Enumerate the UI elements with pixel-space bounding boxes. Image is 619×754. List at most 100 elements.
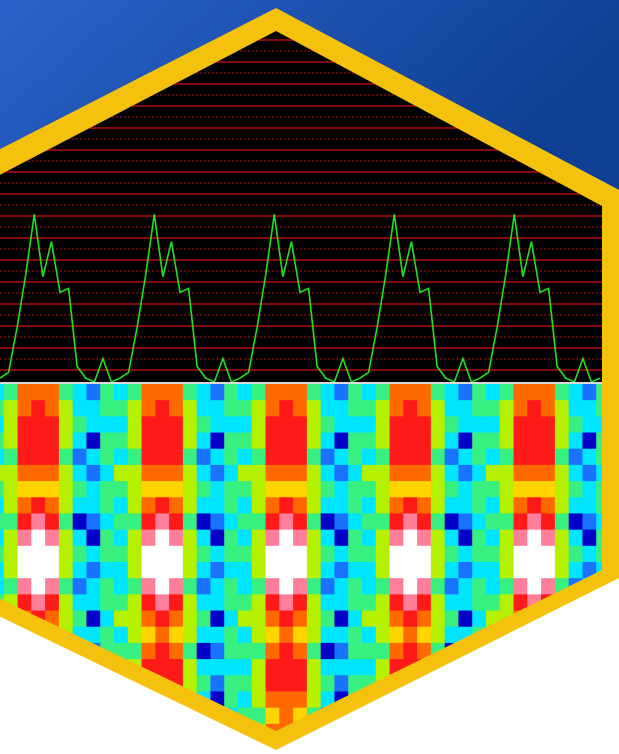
heatmap-cell [58,497,74,515]
heatmap-cell [251,448,267,466]
heatmap-cell [72,659,88,676]
heatmap-cell [472,707,487,725]
heatmap-cell [306,642,322,660]
background-panel [0,0,619,190]
heatmap-cell [389,642,404,660]
heatmap-cell [210,659,225,676]
heatmap-cell [238,513,253,531]
heatmap-cell [265,448,280,466]
heatmap-cell [127,626,143,644]
heatmap-cell [265,707,280,725]
heatmap-cell [17,675,32,693]
heatmap-cell [527,416,542,434]
heatmap-cell [582,448,597,466]
heatmap-cell [486,448,501,466]
heatmap-cell [17,448,32,466]
heatmap-cell [114,578,129,595]
heatmap-cell [334,610,349,628]
heatmap-cell [224,432,239,450]
heatmap-cell [86,448,101,466]
heatmap-cell [58,562,74,579]
heatmap-cell [596,659,602,676]
heatmap-cell [141,416,156,434]
heatmap-cell [527,707,542,725]
heatmap-cell [141,723,156,731]
heatmap-cell [86,497,101,515]
heatmap-cell [444,675,460,693]
heatmap-cell [513,659,528,676]
heatmap-cell [430,675,446,693]
heatmap-cell [182,529,198,547]
heatmap-cell [403,562,418,579]
heatmap-cell [554,691,570,709]
heatmap-cell [31,691,46,709]
heatmap-cell [279,626,294,644]
heatmap-cell [527,626,542,644]
heatmap-cell [513,416,528,434]
heatmap-cell [348,513,363,531]
heatmap-cell [596,562,602,579]
heatmap-cell [127,723,143,731]
heatmap-cell [486,416,501,434]
heatmap-cell [472,513,487,531]
heatmap-cell [596,481,602,498]
heatmap-cell [224,642,239,660]
heatmap-cell [31,578,46,595]
heatmap-cell [306,562,322,579]
heatmap-cell [72,400,88,417]
heatmap-cell [306,513,322,531]
heatmap-cell [320,545,336,563]
heatmap-cell [72,497,88,515]
heatmap-cell [320,529,336,547]
heatmap-cell [45,481,60,498]
heatmap-cell [596,416,602,434]
heatmap-cell [100,384,115,401]
heatmap-cell [169,400,184,417]
heatmap-cell [86,578,101,595]
heatmap-cell [334,513,349,531]
heatmap-cell [169,545,184,563]
heatmap-cell [306,497,322,515]
heatmap-cell [279,659,294,676]
heatmap-cell [72,416,88,434]
heatmap-cell [554,529,570,547]
heatmap-cell [486,594,501,612]
heatmap-cell [58,545,74,563]
heatmap-cell [279,562,294,579]
heatmap-cell [0,545,5,563]
heatmap-cell [169,594,184,612]
heatmap-cell [31,675,46,693]
heatmap-cell [472,464,487,482]
heatmap-cell [541,659,556,676]
heatmap-cell [541,464,556,482]
heatmap-cell [320,675,336,693]
heatmap-cell [582,659,597,676]
heatmap-cell [596,448,602,466]
heatmap-cell [100,481,115,498]
heatmap-cell [362,562,377,579]
heatmap-cell [3,384,19,401]
heatmap-cell [182,723,198,731]
heatmap-cell [362,513,377,531]
heatmap-cell [72,594,88,612]
heatmap-cell [458,400,473,417]
heatmap [0,384,602,731]
heatmap-cell [334,659,349,676]
heatmap-cell [499,448,515,466]
heatmap-cell [141,594,156,612]
heatmap-cell [141,642,156,660]
heatmap-cell [251,642,267,660]
heatmap-cell [238,448,253,466]
heatmap-cell [458,659,473,676]
heatmap-cell [568,464,584,482]
heatmap-cell [417,707,432,725]
heatmap-cell [72,610,88,628]
heatmap-cell [444,481,460,498]
heatmap-cell [251,400,267,417]
heatmap-cell [499,675,515,693]
heatmap-cell [499,659,515,676]
heatmap-cell [430,562,446,579]
heatmap-cell [527,545,542,563]
heatmap-cell [114,400,129,417]
heatmap-cell [127,529,143,547]
